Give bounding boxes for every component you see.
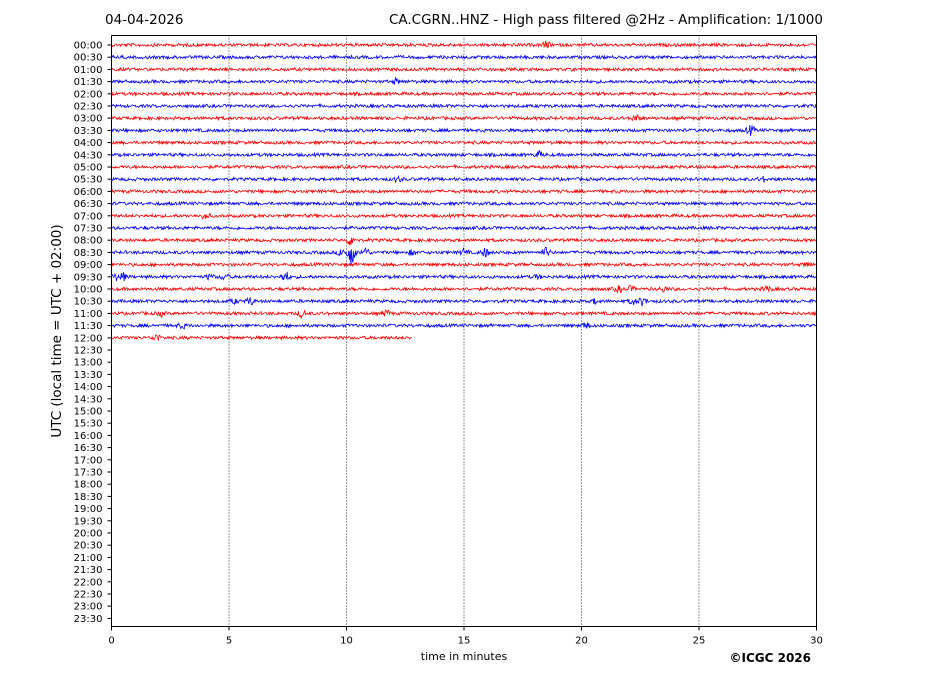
seismic-trace-0600 <box>111 188 817 195</box>
seismic-trace-0930 <box>111 271 817 282</box>
y-tick-label: 01:00 <box>74 65 103 76</box>
y-tick-label: 03:30 <box>74 126 103 137</box>
y-tick-label: 05:30 <box>74 175 103 186</box>
seismic-trace-0800 <box>111 237 817 246</box>
y-tick-label: 20:00 <box>74 529 103 540</box>
chart-title: CA.CGRN..HNZ - High pass filtered @2Hz -… <box>388 12 823 28</box>
seismic-trace-0230 <box>111 102 817 109</box>
y-tick-label: 14:00 <box>74 382 103 393</box>
y-tick-label: 02:00 <box>74 89 103 100</box>
y-tick-label: 15:30 <box>74 419 103 430</box>
seismic-trace-0100 <box>111 66 817 73</box>
y-tick-label: 17:00 <box>74 455 103 466</box>
seismic-trace-0830 <box>111 246 817 266</box>
y-tick-label: 22:30 <box>74 590 103 601</box>
y-tick-label: 20:30 <box>74 541 103 552</box>
seismic-trace-1130 <box>111 322 817 330</box>
seismic-trace-1100 <box>111 308 817 320</box>
seismic-trace-0530 <box>111 174 817 184</box>
y-tick-label: 02:30 <box>74 102 103 113</box>
y-tick-label: 06:30 <box>74 199 103 210</box>
x-tick-label: 15 <box>458 636 471 647</box>
y-tick-label: 05:00 <box>74 163 103 174</box>
y-tick-label: 09:00 <box>74 260 103 271</box>
seismic-trace-1000 <box>111 284 817 294</box>
y-tick-label: 08:00 <box>74 236 103 247</box>
x-tick-label: 5 <box>226 636 232 647</box>
seismic-trace-0630 <box>111 200 817 207</box>
seismic-trace-1200 <box>111 334 412 342</box>
seismic-trace-0330 <box>111 124 817 137</box>
y-tick-label: 00:30 <box>74 53 103 64</box>
y-tick-label: 00:00 <box>74 41 103 52</box>
seismic-trace-0130 <box>111 76 817 85</box>
y-tick-label: 04:30 <box>74 150 103 161</box>
y-tick-label: 10:30 <box>74 297 103 308</box>
x-tick-label: 25 <box>693 636 706 647</box>
copyright-credit: ©ICGC 2026 <box>729 651 811 665</box>
seismic-trace-0500 <box>111 163 817 170</box>
x-axis-label: time in minutes <box>420 650 508 663</box>
grid-layer <box>228 35 700 627</box>
y-tick-label: 07:00 <box>74 211 103 222</box>
y-tick-label: 16:00 <box>74 431 103 442</box>
y-tick-label: 22:00 <box>74 577 103 588</box>
x-tick-label: 10 <box>340 636 353 647</box>
seismic-trace-0400 <box>111 139 817 146</box>
y-tick-label: 18:30 <box>74 492 103 503</box>
y-tick-label: 17:30 <box>74 468 103 479</box>
y-tick-label: 11:00 <box>74 309 103 320</box>
seismic-trace-0430 <box>111 150 817 158</box>
x-tick-layer: 0 5 10 15 20 25 30 <box>108 626 823 647</box>
trace-layer <box>111 40 817 342</box>
y-tick-label: 06:00 <box>74 187 103 198</box>
y-tick-label: 13:30 <box>74 370 103 381</box>
y-tick-label: 21:00 <box>74 553 103 564</box>
y-tick-label: 12:30 <box>74 346 103 357</box>
y-tick-label: 12:00 <box>74 333 103 344</box>
y-tick-label: 21:30 <box>74 565 103 576</box>
y-tick-label: 19:30 <box>74 516 103 527</box>
y-tick-label: 23:30 <box>74 614 103 625</box>
y-tick-label: 14:30 <box>74 394 103 405</box>
seismic-trace-0300 <box>111 114 817 122</box>
y-tick-label: 13:00 <box>74 358 103 369</box>
plot-frame <box>111 35 817 627</box>
y-tick-label: 10:00 <box>74 285 103 296</box>
y-tick-label: 09:30 <box>74 272 103 283</box>
seismic-trace-0030 <box>111 53 817 61</box>
y-tick-label: 15:00 <box>74 407 103 418</box>
y-tick-label: 04:00 <box>74 138 103 149</box>
y-tick-label: 19:00 <box>74 504 103 515</box>
y-tick-label: 16:30 <box>74 443 103 454</box>
date-label: 04-04-2026 <box>105 12 184 28</box>
y-tick-label: 23:00 <box>74 602 103 613</box>
seismic-trace-0000 <box>111 40 817 49</box>
y-tick-label: 07:30 <box>74 224 103 235</box>
y-tick-label: 18:00 <box>74 480 103 491</box>
x-tick-label: 20 <box>575 636 588 647</box>
seismic-trace-0200 <box>111 90 817 97</box>
seismic-trace-0900 <box>111 261 817 268</box>
x-tick-label: 30 <box>810 636 823 647</box>
y-tick-label: 08:30 <box>74 248 103 259</box>
y-tick-label: 03:00 <box>74 114 103 125</box>
y-tick-label: 01:30 <box>74 77 103 88</box>
seismic-trace-0730 <box>111 224 817 231</box>
y-tick-label: 11:30 <box>74 321 103 332</box>
seismic-trace-0700 <box>111 212 817 220</box>
seismic-trace-1030 <box>111 296 817 307</box>
x-tick-label: 0 <box>108 636 114 647</box>
